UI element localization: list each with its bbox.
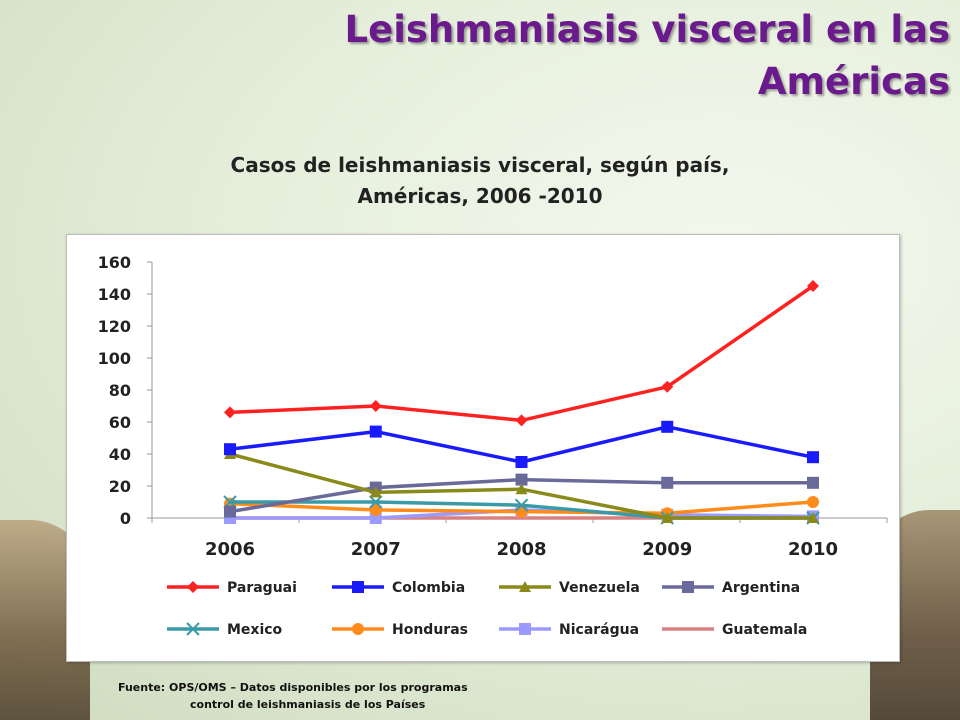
legend-label-mexico: Mexico <box>227 622 283 638</box>
legend-label-guatemala: Guatemala <box>722 622 807 638</box>
y-tick-label: 80 <box>109 381 131 400</box>
data-point-colombia <box>661 420 674 433</box>
legend-label-colombia: Colombia <box>392 580 465 596</box>
legend-marker-argentina <box>682 581 694 593</box>
y-tick-label: 40 <box>109 445 131 464</box>
source-line1: Fuente: OPS/OMS – Datos disponibles por … <box>118 681 468 694</box>
legend-marker-honduras <box>352 623 364 635</box>
y-tick-label: 20 <box>109 477 131 496</box>
data-point-colombia <box>224 443 236 456</box>
y-tick-label: 120 <box>98 317 131 336</box>
slide-title: Leishmaniasis visceral en las Américas <box>190 4 950 108</box>
data-point-honduras <box>515 505 528 518</box>
y-tick-label: 100 <box>98 349 131 368</box>
data-point-venezuela <box>369 486 382 498</box>
x-tick-label: 2008 <box>496 539 546 560</box>
data-point-venezuela <box>515 483 528 495</box>
legend-label-honduras: Honduras <box>392 622 468 638</box>
data-point-mexico <box>369 495 383 509</box>
data-point-argentina <box>661 476 674 489</box>
data-point-paraguai <box>224 406 236 419</box>
x-tick-label: 2009 <box>642 539 692 560</box>
chart-title-line2: Américas, 2006 -2010 <box>357 184 603 208</box>
series-line-paraguai <box>229 284 814 423</box>
y-tick-label: 0 <box>120 509 131 528</box>
y-tick-label: 60 <box>109 413 131 432</box>
slide-title-line2: Américas <box>757 60 950 103</box>
data-point-colombia <box>369 425 382 438</box>
slide-title-line1: Leishmaniasis visceral en las <box>344 8 950 51</box>
source-note: Fuente: OPS/OMS – Datos disponibles por … <box>118 679 538 713</box>
data-point-honduras <box>807 496 819 508</box>
data-point-argentina <box>807 476 819 489</box>
source-line2: control de leishmaniasis de los Países <box>190 698 426 711</box>
legend-marker-mexico <box>186 622 200 636</box>
chart-area: 0 20 40 60 80 100 120 140 160 2006 2007 2008 2009 201… <box>66 234 900 662</box>
x-tick-label: 2010 <box>788 539 838 560</box>
data-point-colombia <box>515 456 528 468</box>
legend-label-nicaragua: Nicarágua <box>559 622 639 638</box>
data-point-argentina <box>515 473 528 486</box>
data-point-honduras <box>369 504 382 516</box>
legend-label-paraguai: Paraguai <box>227 580 297 596</box>
legend-marker-nicaragua <box>519 623 531 635</box>
legend-marker-colombia <box>352 581 364 593</box>
legend-label-venezuela: Venezuela <box>559 580 640 596</box>
chart-title-line1: Casos de leishmaniasis visceral, según p… <box>230 153 730 177</box>
data-point-venezuela <box>807 512 819 523</box>
data-point-mexico <box>514 498 529 512</box>
x-tick-label: 2006 <box>205 539 255 560</box>
data-point-colombia <box>807 451 819 464</box>
chart-title: Casos de leishmaniasis visceral, según p… <box>120 150 840 212</box>
data-point-paraguai <box>661 380 674 393</box>
line-chart: 0 20 40 60 80 100 120 140 160 2006 2007 2008 2009 201… <box>98 253 888 638</box>
y-tick-label: 160 <box>98 253 131 272</box>
data-point-venezuela <box>661 512 674 523</box>
x-tick-label: 2007 <box>351 539 401 560</box>
data-point-argentina <box>224 505 236 518</box>
legend-label-argentina: Argentina <box>722 580 800 596</box>
data-point-paraguai <box>369 400 382 412</box>
legend-marker-venezuela <box>519 581 531 592</box>
data-point-paraguai <box>807 280 819 292</box>
y-tick-label: 140 <box>98 285 131 304</box>
legend-marker-paraguai <box>187 581 199 593</box>
data-point-paraguai <box>515 414 528 427</box>
